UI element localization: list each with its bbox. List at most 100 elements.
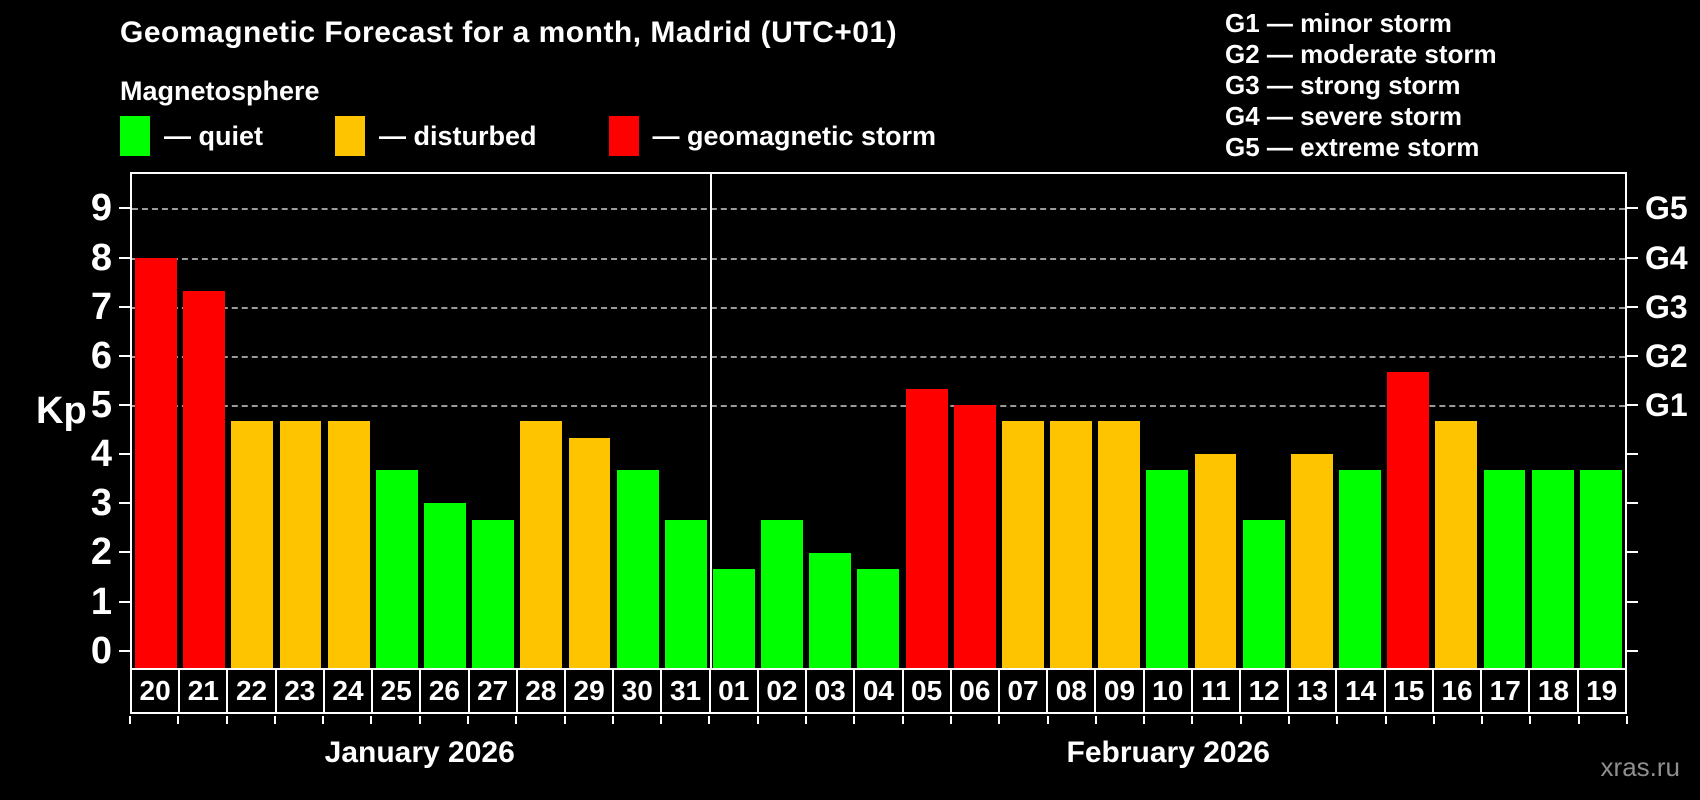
day-boundary-tick [515, 716, 518, 724]
kp-bar-day-10 [1146, 470, 1189, 668]
kp-bar-day-05 [905, 388, 948, 668]
kp-bar-day-11 [1194, 454, 1237, 668]
day-cell-20: 20 [130, 668, 181, 714]
day-cell-19: 19 [1576, 668, 1627, 714]
month-label-january: January 2026 [324, 736, 515, 769]
legend-item-label: — disturbed [379, 120, 537, 151]
right-axis-label-G1: G1 [1645, 387, 1688, 424]
bar-slot-01 [710, 174, 758, 668]
kp-bar-day-29 [568, 437, 611, 668]
day-boundary-tick [1191, 716, 1194, 724]
legend-item-disturbed: — disturbed [335, 116, 537, 156]
kp-bar-day-23 [279, 421, 322, 668]
kp-bar-day-21 [183, 290, 226, 668]
day-cell-04: 04 [853, 668, 904, 714]
day-cell-27: 27 [467, 668, 518, 714]
g-scale-legend: G1 — minor storm G2 — moderate storm G3 — … [1225, 8, 1497, 163]
y-axis-tick-label-1: 1 [90, 580, 112, 623]
day-boundary-tick [1046, 716, 1049, 724]
gridline-kp8 [132, 257, 1625, 260]
right-axis-tick-8 [1627, 256, 1638, 259]
bar-slot-24 [325, 174, 373, 668]
month-separator-line [709, 174, 712, 668]
right-axis-tick-1 [1627, 600, 1638, 603]
day-boundary-tick [1626, 716, 1628, 724]
day-cell-09: 09 [1094, 668, 1145, 714]
g-scale-item: G2 — moderate storm [1225, 39, 1497, 69]
g-scale-item: G4 — severe storm [1225, 101, 1463, 131]
day-boundary-tick [949, 716, 952, 724]
day-cell-21: 21 [178, 668, 229, 714]
day-cell-26: 26 [419, 668, 470, 714]
color-swatch-icon-storm [608, 116, 639, 156]
day-boundary-tick [322, 716, 325, 724]
day-boundary-tick [1529, 716, 1532, 724]
bar-slot-18 [1529, 174, 1577, 668]
y-axis-tick-7 [119, 305, 130, 308]
bar-slot-09 [1095, 174, 1143, 668]
day-boundary-tick [660, 716, 663, 724]
day-axis-row: 20 21 22 23 24 25 26 27 28 29 30 31 01 02 03 04 05 06 07 08… [130, 668, 1627, 714]
y-axis-tick-8 [119, 256, 130, 259]
day-cell-28: 28 [515, 668, 566, 714]
bars-container [132, 174, 1625, 668]
day-cell-22: 22 [226, 668, 277, 714]
day-boundary-tick [1239, 716, 1242, 724]
gridline-kp7 [132, 306, 1625, 309]
color-swatch-icon-quiet [120, 116, 150, 156]
day-boundary-tick [611, 716, 614, 724]
kp-bar-day-04 [857, 568, 900, 668]
bar-slot-27 [469, 174, 517, 668]
y-axis-tick-5 [119, 404, 130, 407]
bar-slot-26 [421, 174, 469, 668]
y-axis-tick-label-7: 7 [90, 285, 112, 328]
kp-bar-day-22 [231, 421, 274, 668]
legend-item-label: — geomagnetic storm [652, 120, 937, 151]
bar-slot-11 [1191, 174, 1239, 668]
day-boundary-tick [177, 716, 180, 724]
kp-bar-day-13 [1290, 454, 1333, 668]
y-axis-tick-label-2: 2 [90, 531, 112, 574]
magnetosphere-label: Magnetosphere [120, 76, 320, 106]
day-cell-31: 31 [660, 668, 711, 714]
kp-bar-day-03 [809, 552, 852, 668]
bar-slot-06 [951, 174, 999, 668]
day-boundary-tick [129, 716, 131, 724]
bar-slot-20 [132, 174, 180, 668]
legend-item-storm: — geomagnetic storm [608, 116, 937, 156]
right-axis-tick-0 [1627, 649, 1638, 652]
kp-bar-day-15 [1387, 372, 1430, 668]
kp-bar-day-08 [1050, 421, 1092, 668]
day-cell-15: 15 [1383, 668, 1434, 714]
day-boundary-tick [1336, 716, 1339, 724]
bar-slot-21 [180, 174, 228, 668]
day-cell-07: 07 [997, 668, 1049, 714]
y-axis-tick-1 [119, 600, 130, 603]
y-axis-tick-label-0: 0 [90, 629, 112, 672]
right-axis-tick-6 [1627, 354, 1638, 357]
kp-bar-day-01 [713, 568, 755, 668]
day-boundary-tick [1287, 716, 1290, 724]
day-cell-02: 02 [756, 668, 808, 714]
day-cell-18: 18 [1528, 668, 1579, 714]
right-axis-label-G2: G2 [1645, 337, 1688, 374]
day-boundary-tick [756, 716, 759, 724]
day-boundary-tick [1094, 716, 1097, 724]
right-axis-label-G3: G3 [1645, 288, 1688, 325]
day-boundary-tick [805, 716, 808, 724]
bar-slot-30 [614, 174, 662, 668]
day-boundary-tick [225, 716, 228, 724]
day-cell-29: 29 [563, 668, 615, 714]
day-axis-boundary-ticks [129, 716, 1628, 724]
y-axis-tick-label-9: 9 [90, 187, 112, 230]
day-cell-23: 23 [274, 668, 325, 714]
day-boundary-tick [563, 716, 566, 724]
bar-slot-03 [806, 174, 854, 668]
y-axis-tick-6 [119, 354, 130, 357]
bar-slot-17 [1480, 174, 1528, 668]
y-axis-tick-label-4: 4 [90, 433, 112, 476]
day-cell-13: 13 [1287, 668, 1338, 714]
legend-item-label: — quiet [164, 120, 263, 151]
magnetosphere-legend: — quiet — disturbed — geomagnetic storm [120, 116, 1008, 156]
bar-slot-19 [1577, 174, 1625, 668]
